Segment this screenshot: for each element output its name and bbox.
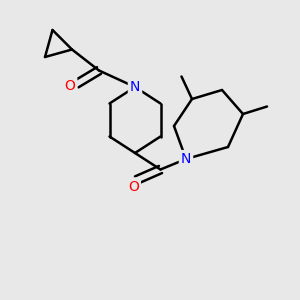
Text: N: N: [181, 152, 191, 166]
Text: N: N: [130, 80, 140, 94]
Text: O: O: [128, 180, 139, 194]
Text: O: O: [64, 79, 75, 92]
